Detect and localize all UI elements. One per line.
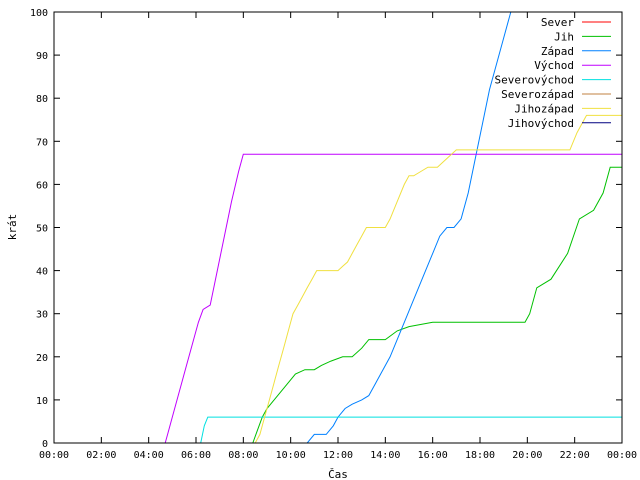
x-axis-title: Čas <box>328 468 348 480</box>
x-tick-label: 08:00 <box>228 450 258 461</box>
x-tick-label: 16:00 <box>418 450 448 461</box>
x-tick-label: 00:00 <box>39 450 69 461</box>
series-line-2 <box>54 11 516 444</box>
y-tick-label: 80 <box>36 94 48 105</box>
y-axis-ticks: 0 10 20 30 40 50 60 70 80 90 100 <box>30 8 622 450</box>
plot-area-frame <box>53 11 623 444</box>
x-axis-ticks: 00:00 02:00 04:00 06:00 08:00 10:00 12:00 14:00… <box>39 12 637 461</box>
series-line-3 <box>54 153 622 444</box>
legend-label-4: Severovýchod <box>495 74 574 87</box>
x-tick-label: 14:00 <box>370 450 400 461</box>
y-tick-label: 10 <box>36 396 48 407</box>
legend-label-5: Severozápad <box>501 88 574 101</box>
y-axis-title: krát <box>6 214 19 241</box>
legend-label-0: Sever <box>541 16 574 29</box>
y-tick-label: 90 <box>36 51 48 62</box>
legend-label-7: Jihovýchod <box>508 117 574 130</box>
x-tick-label: 06:00 <box>181 450 211 461</box>
y-tick-label: 50 <box>36 224 48 235</box>
y-tick-label: 100 <box>30 8 48 19</box>
x-tick-label: 10:00 <box>276 450 306 461</box>
legend-label-2: Západ <box>541 45 574 58</box>
legend-label-6: Jihozápad <box>514 102 574 115</box>
y-tick-label: 40 <box>36 267 48 278</box>
x-tick-label: 02:00 <box>86 450 116 461</box>
y-tick-label: 30 <box>36 310 48 321</box>
series-line-6 <box>54 114 622 444</box>
x-tick-label: 00:00 <box>607 450 637 461</box>
y-tick-label: 20 <box>36 353 48 364</box>
x-tick-label: 22:00 <box>560 450 590 461</box>
x-tick-label: 04:00 <box>134 450 164 461</box>
y-tick-label: 70 <box>36 137 48 148</box>
y-tick-label: 60 <box>36 180 48 191</box>
x-tick-label: 18:00 <box>465 450 495 461</box>
series-layer <box>54 11 622 444</box>
series-line-1 <box>54 166 622 444</box>
x-tick-label: 20:00 <box>512 450 542 461</box>
y-tick-label: 0 <box>42 439 48 450</box>
x-tick-label: 12:00 <box>323 450 353 461</box>
legend-label-1: Jih <box>554 30 574 43</box>
legend-label-3: Východ <box>534 59 574 72</box>
